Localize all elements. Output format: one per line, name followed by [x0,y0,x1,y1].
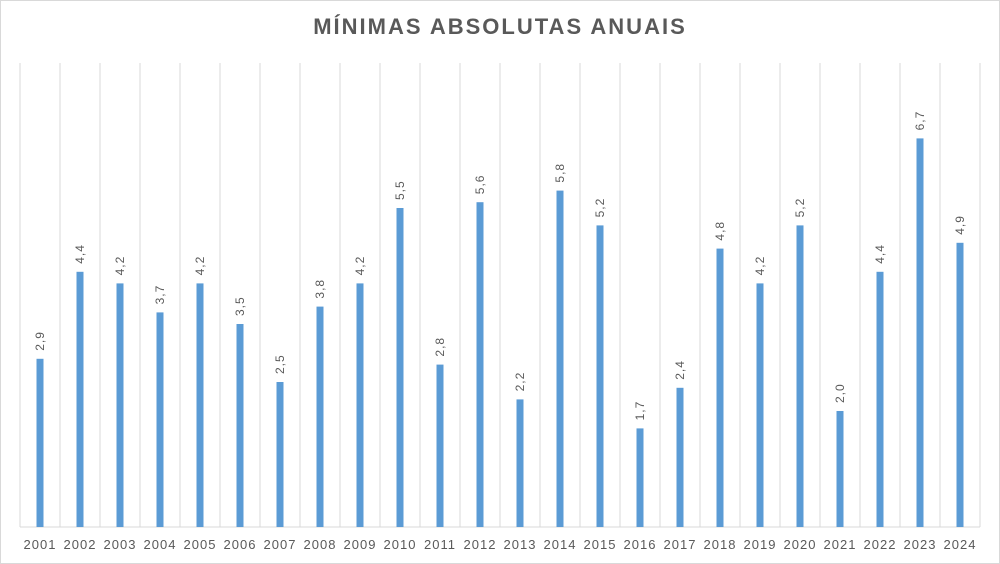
bar-2001 [36,358,44,527]
data-label-2017: 2,4 [673,360,687,380]
data-label-2006: 3,5 [233,296,247,316]
x-tick-label-2020: 2020 [784,537,817,552]
bar-2023 [916,138,924,527]
x-tick-label-2006: 2006 [224,537,257,552]
bar-2017 [676,387,684,527]
bar-2003 [116,283,124,527]
x-tick-label-2016: 2016 [624,537,657,552]
x-tick-label-2002: 2002 [64,537,97,552]
x-tick-label-2022: 2022 [864,537,897,552]
bar-2024 [956,242,964,528]
data-label-2019: 4,2 [753,256,767,276]
bar-2018 [716,248,724,527]
bar-2016 [636,428,644,527]
x-tick-label-2003: 2003 [104,537,137,552]
data-label-2010: 5,5 [393,180,407,200]
x-tick-label-2023: 2023 [904,537,937,552]
data-label-2002: 4,4 [73,244,87,264]
data-label-2011: 2,8 [433,337,447,357]
bar-2007 [276,382,284,527]
bar-2012 [476,202,484,527]
data-label-2013: 2,2 [513,372,527,392]
bar-2011 [436,364,444,527]
x-tick-label-2009: 2009 [344,537,377,552]
data-label-2003: 4,2 [113,256,127,276]
x-tick-label-2005: 2005 [184,537,217,552]
x-tick-label-2021: 2021 [824,537,857,552]
data-label-2024: 4,9 [953,215,967,235]
x-tick-label-2001: 2001 [24,537,57,552]
data-label-2005: 4,2 [193,256,207,276]
data-label-2015: 5,2 [593,198,607,218]
data-label-2007: 2,5 [273,354,287,374]
bar-2010 [396,208,404,527]
bar-2006 [236,324,244,527]
x-tick-label-2018: 2018 [704,537,737,552]
x-tick-label-2007: 2007 [264,537,297,552]
x-tick-label-2019: 2019 [744,537,777,552]
bar-2020 [796,225,804,527]
data-label-2009: 4,2 [353,256,367,276]
x-tick-label-2013: 2013 [504,537,537,552]
x-tick-label-2008: 2008 [304,537,337,552]
bar-2021 [836,411,844,527]
data-label-2004: 3,7 [153,285,167,305]
data-label-2020: 5,2 [793,198,807,218]
data-label-2023: 6,7 [913,111,927,131]
bar-2005 [196,283,204,527]
bar-2009 [356,283,364,527]
x-tick-label-2012: 2012 [464,537,497,552]
x-tick-label-2011: 2011 [424,537,456,552]
data-label-2008: 3,8 [313,279,327,299]
bar-2019 [756,283,764,527]
bar-2013 [516,399,524,527]
x-tick-label-2015: 2015 [584,537,617,552]
bar-2022 [876,271,884,527]
data-label-2014: 5,8 [553,163,567,183]
data-label-2021: 2,0 [833,383,847,403]
data-label-2001: 2,9 [33,331,47,351]
data-label-2018: 4,8 [713,221,727,241]
chart-title: MÍNIMAS ABSOLUTAS ANUAIS [313,14,687,39]
bar-2004 [156,312,164,527]
bar-2014 [556,190,564,527]
x-tick-label-2004: 2004 [144,537,177,552]
x-tick-label-2017: 2017 [664,537,697,552]
x-tick-label-2014: 2014 [544,537,577,552]
bar-2002 [76,271,84,527]
data-label-2012: 5,6 [473,175,487,195]
bar-2008 [316,306,324,527]
data-label-2022: 4,4 [873,244,887,264]
x-tick-label-2024: 2024 [944,537,977,552]
bar-2015 [596,225,604,527]
data-label-2016: 1,7 [633,401,647,421]
x-tick-label-2010: 2010 [384,537,417,552]
